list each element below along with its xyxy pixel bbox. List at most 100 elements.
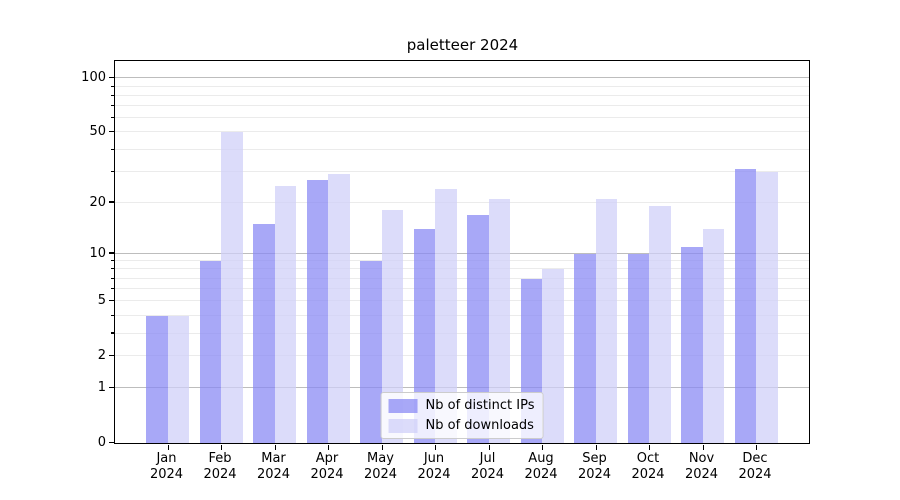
y-minor-tick-mark [110,259,114,262]
x-tick-mark [488,444,490,450]
plot-area: Nb of distinct IPs Nb of downloads [108,60,810,450]
x-tick-mark [328,444,330,450]
bar-downloads [649,206,671,443]
y-minor-tick-mark [110,117,114,119]
bar-downloads [702,229,724,443]
gridline [115,170,809,172]
bar-distinct-ips [574,253,596,443]
bar-distinct-ips [734,169,756,443]
gridline [115,260,809,262]
y-tick-label: 1 [97,380,106,396]
gridline [115,131,809,133]
bar-downloads [756,171,778,443]
y-tick-mark [108,441,114,443]
x-tick-label: Sep 2024 [577,451,612,482]
gridline [115,94,809,96]
x-tick-label: Apr 2024 [310,451,344,482]
x-tick-mark [649,444,651,450]
x-tick-label: Dec 2024 [738,451,772,482]
y-minor-tick-mark [110,105,114,107]
gridline [115,252,809,254]
legend-label-distinct-ips: Nb of distinct IPs [425,398,535,413]
x-tick-label: Jul 2024 [470,451,505,482]
x-tick-label: Feb 2024 [203,451,237,482]
bar-distinct-ips [627,253,649,443]
bar-downloads [328,174,350,443]
y-tick-mark [108,252,114,254]
x-tick-mark [542,444,544,450]
y-minor-tick-mark [110,355,114,357]
gridline [115,314,809,316]
bar-downloads [595,198,617,443]
y-minor-tick-mark [110,288,114,290]
legend-label-downloads: Nb of downloads [425,418,534,433]
y-tick-label: 100 [81,70,106,86]
bar-distinct-ips [253,224,275,443]
bar-distinct-ips [306,179,328,443]
gridline [115,268,809,270]
legend-swatch-downloads [388,418,418,433]
legend: Nb of distinct IPs Nb of downloads [380,392,544,439]
gridline [115,277,809,279]
bar-downloads [274,185,296,443]
y-minor-tick-mark [110,131,114,133]
y-minor-tick-mark [110,170,114,172]
y-tick-label: 10 [89,245,106,261]
y-tick-label: 50 [89,124,106,140]
bar-distinct-ips [360,261,382,443]
x-tick-mark [595,444,597,450]
gridline [115,105,809,107]
y-tick-label: 5 [97,293,106,309]
gridline [115,148,809,150]
bar-downloads [381,210,403,443]
y-minor-tick-mark [110,85,114,87]
y-minor-tick-mark [110,201,114,203]
y-tick-mark [108,77,114,79]
bar-downloads [542,269,564,443]
x-tick-mark [167,444,169,450]
y-minor-tick-mark [110,268,114,270]
gridline [115,85,809,87]
bar-distinct-ips [413,229,435,443]
y-tick-label: 0 [97,435,106,450]
y-minor-tick-mark [110,300,114,302]
x-tick-label: Aug 2024 [524,451,558,482]
gridline [115,117,809,119]
x-tick-mark [702,444,704,450]
y-minor-tick-mark [110,94,114,96]
gridline [115,201,809,203]
x-axis: Jan 2024 Feb 2024 Mar 2024 Apr 2024 May 2024… [114,451,811,491]
y-minor-tick-mark [110,314,114,316]
y-minor-tick-mark [110,148,114,150]
legend-item-downloads: Nb of downloads [388,418,535,433]
x-tick-label: May 2024 [363,451,398,482]
x-tick-label: Nov 2024 [684,451,719,482]
gridline [115,288,809,290]
gridline [115,355,809,357]
x-tick-label: Oct 2024 [631,451,665,482]
bar-downloads [221,132,243,443]
y-minor-tick-mark [110,277,114,279]
bar-distinct-ips [467,214,489,443]
y-tick-label: 2 [97,348,106,364]
bar-distinct-ips [681,246,703,443]
x-tick-label: Jan 2024 [149,451,184,482]
x-tick-mark [756,444,758,450]
gridline [115,300,809,302]
y-tick-label: 20 [89,194,106,210]
y-tick-mark [108,387,114,389]
legend-item-distinct-ips: Nb of distinct IPs [388,398,535,413]
x-tick-label: Jun 2024 [417,451,451,482]
chart-title: paletteer 2024 [406,36,519,54]
x-tick-mark [274,444,276,450]
gridline [115,332,809,334]
bar-distinct-ips [199,261,221,443]
x-tick-mark [435,444,437,450]
y-axis: 0 1 2 5 10 20 50 100 [0,60,106,450]
x-tick-label: Mar 2024 [256,451,291,482]
legend-swatch-distinct-ips [388,398,418,413]
bar-downloads [167,315,189,443]
gridline [115,387,809,389]
bar-distinct-ips [146,315,168,443]
x-tick-mark [221,444,223,450]
